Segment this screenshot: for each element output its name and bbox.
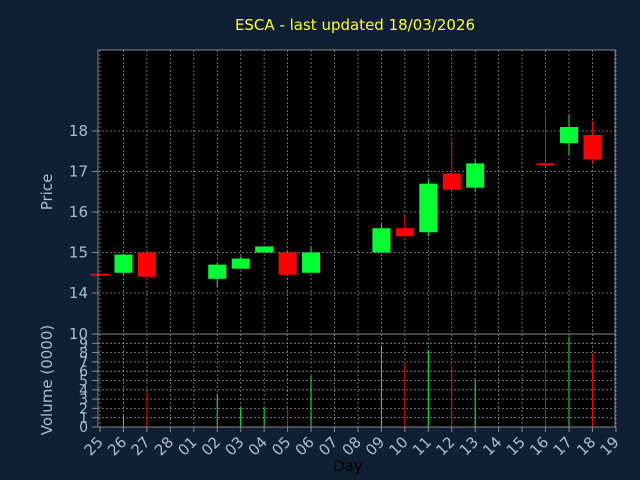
x-tick-label: 18 xyxy=(573,433,599,459)
volume-layer xyxy=(122,336,593,427)
x-axis-label: Day xyxy=(333,457,363,475)
candle-body xyxy=(583,135,602,160)
x-tick-label: 15 xyxy=(503,433,529,459)
price-tick-label: 15 xyxy=(69,244,88,262)
price-tick-label: 17 xyxy=(69,163,88,181)
price-tick-label: 10 xyxy=(69,325,88,343)
volume-tick-label: 1 xyxy=(79,411,88,427)
candle-body xyxy=(231,258,250,269)
chart-title: ESCA - last updated 18/03/2026 xyxy=(235,16,475,34)
x-tick-label: 05 xyxy=(268,433,294,459)
volume-tick-label: 7 xyxy=(79,355,88,371)
x-tick-label: 26 xyxy=(104,433,130,459)
x-tick-label: 16 xyxy=(526,433,552,459)
candle-body xyxy=(137,252,156,277)
candle-body xyxy=(372,228,391,253)
volume-plot-border xyxy=(97,333,616,428)
x-tick-label: 17 xyxy=(550,433,576,459)
price-plot-area xyxy=(98,50,615,334)
volume-tick-label: 5 xyxy=(79,374,88,390)
volume-tick-label: 8 xyxy=(79,346,88,362)
x-tick-label: 14 xyxy=(479,433,505,459)
candle-body xyxy=(255,246,274,253)
price-tick-label: 14 xyxy=(69,284,88,302)
x-tick-label: 13 xyxy=(456,433,482,459)
candle-body xyxy=(442,173,461,190)
candle-body xyxy=(208,264,227,279)
x-tick-label: 09 xyxy=(362,433,388,459)
x-tick-label: 27 xyxy=(127,433,153,459)
candle-body xyxy=(466,163,485,188)
volume-tick-label: 2 xyxy=(79,401,88,417)
volume-tick-label: 3 xyxy=(79,392,88,408)
candle-body xyxy=(560,126,578,144)
volume-tick-label: 4 xyxy=(79,383,88,399)
x-tick-label: 08 xyxy=(339,433,365,459)
x-tick-label: 01 xyxy=(174,433,200,459)
price-axis-label: Price xyxy=(38,174,56,211)
candle-body xyxy=(278,252,297,275)
volume-axis-label: Volume (0000) xyxy=(38,325,56,435)
grid-layer xyxy=(98,50,617,428)
x-tick-label: 12 xyxy=(432,433,458,459)
x-tick-label: 06 xyxy=(292,433,318,459)
candle-body xyxy=(536,163,555,166)
volume-tick-label: 0 xyxy=(79,420,88,436)
price-tick-label: 16 xyxy=(69,203,88,221)
candle-body xyxy=(302,252,321,273)
x-tick-label: 25 xyxy=(81,433,107,459)
volume-tick-label: 6 xyxy=(79,364,88,380)
x-tick-label: 03 xyxy=(221,433,247,459)
x-tick-label: 07 xyxy=(315,433,341,459)
x-tick-label: 02 xyxy=(198,433,224,459)
x-tick-label: 10 xyxy=(385,433,411,459)
x-tick-label: 28 xyxy=(151,433,177,459)
candle-layer xyxy=(91,112,602,287)
volume-plot-area xyxy=(98,334,615,427)
x-tick-label: 19 xyxy=(596,433,622,459)
volume-tick-label: 9 xyxy=(79,336,88,352)
candle-body xyxy=(114,254,133,273)
candle-body xyxy=(395,228,414,237)
candle-body xyxy=(419,183,438,233)
x-tick-label: 04 xyxy=(245,433,271,459)
price-tick-label: 18 xyxy=(69,122,88,140)
x-tick-label: 11 xyxy=(409,433,435,459)
